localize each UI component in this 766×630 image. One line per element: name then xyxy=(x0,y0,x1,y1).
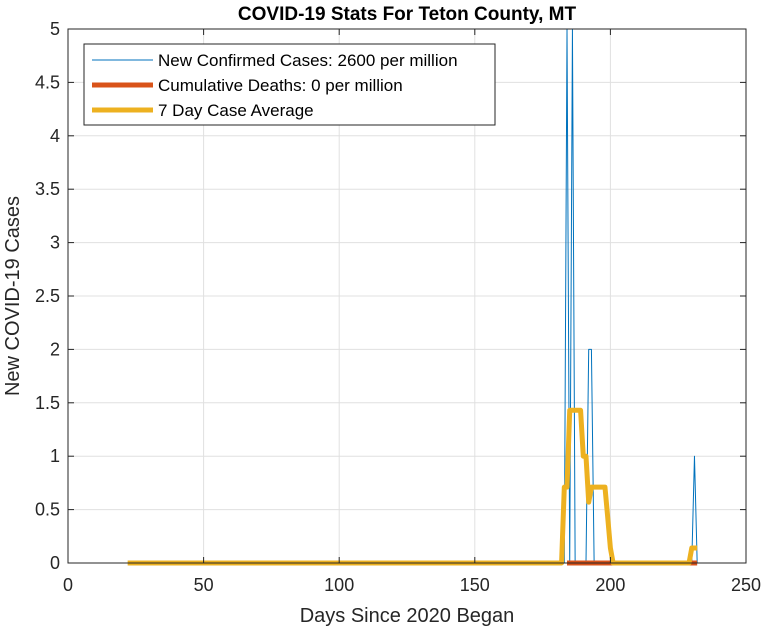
x-tick-label: 0 xyxy=(63,575,73,595)
x-tick-label: 50 xyxy=(194,575,214,595)
y-tick-label: 4 xyxy=(50,126,60,146)
y-axis-label: New COVID-19 Cases xyxy=(2,196,24,396)
legend-label-new-cases: New Confirmed Cases: 2600 per million xyxy=(158,51,458,70)
legend-label-cumulative-deaths: Cumulative Deaths: 0 per million xyxy=(158,76,403,95)
y-tick-label: 4.5 xyxy=(35,72,60,92)
y-tick-label: 1.5 xyxy=(35,393,60,413)
y-tick-label: 3 xyxy=(50,233,60,253)
y-tick-label: 2 xyxy=(50,339,60,359)
legend: New Confirmed Cases: 2600 per million Cu… xyxy=(83,43,496,126)
y-tick-label: 3.5 xyxy=(35,179,60,199)
x-tick-label: 100 xyxy=(324,575,354,595)
x-tick-label: 150 xyxy=(460,575,490,595)
y-tick-label: 0.5 xyxy=(35,500,60,520)
x-tick-label: 250 xyxy=(731,575,761,595)
chart-title: COVID-19 Stats For Teton County, MT xyxy=(238,4,577,25)
x-axis-label: Days Since 2020 Began xyxy=(300,605,515,627)
y-tick-label: 5 xyxy=(50,19,60,39)
y-ticks: 0 0.5 1 1.5 2 2.5 3 3.5 4 4.5 5 xyxy=(35,19,746,573)
x-ticks: 0 50 100 150 200 250 xyxy=(63,29,761,595)
legend-label-7-day-average: 7 Day Case Average xyxy=(158,101,314,120)
x-tick-label: 200 xyxy=(595,575,625,595)
y-tick-label: 1 xyxy=(50,446,60,466)
y-tick-label: 2.5 xyxy=(35,286,60,306)
y-tick-label: 0 xyxy=(50,553,60,573)
